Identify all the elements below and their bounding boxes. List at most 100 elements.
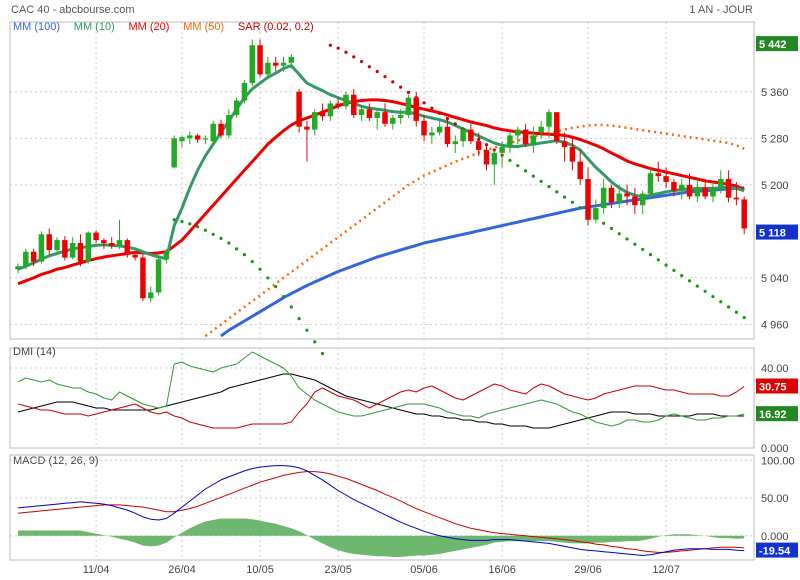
candle-body-up — [405, 97, 412, 116]
candle-body-down — [77, 243, 84, 262]
candle-body-down — [569, 147, 576, 162]
sar-dot — [609, 226, 614, 231]
sar-dot — [406, 90, 411, 94]
macd-value-label-box — [756, 542, 798, 558]
candle-body-up — [429, 132, 435, 136]
candle-body-up — [15, 266, 21, 270]
macd-signal-line — [17, 471, 745, 553]
sar-dot — [235, 247, 239, 251]
candle-body-up — [436, 126, 443, 133]
candle-body-down — [421, 120, 427, 136]
legend-entry: MM (10) — [74, 21, 115, 33]
sar-dot — [274, 285, 278, 289]
macd-y-tick-label: 0.000 — [761, 531, 789, 543]
sar-dot — [516, 164, 520, 168]
sar-dot — [453, 122, 457, 126]
sar-dot — [211, 232, 215, 236]
candle-body-up — [694, 187, 701, 197]
candle-body-up — [460, 129, 466, 142]
dmi-minus-label: 30.75 — [759, 382, 787, 394]
candle-body-up — [241, 83, 248, 101]
sar-dot — [508, 158, 512, 163]
dmi-plus-label-box — [756, 406, 798, 422]
macd-y-tick-label: 50.00 — [761, 493, 789, 505]
candle-body-down — [62, 240, 68, 258]
sar-dot — [266, 276, 270, 280]
candle-body-down — [335, 103, 341, 107]
panel-frame-1 — [9, 347, 755, 449]
sar-dot — [430, 106, 434, 110]
sar-dot — [328, 43, 332, 47]
dmi-plus-line — [17, 351, 745, 427]
dmi-plus-label: 16.92 — [759, 409, 787, 421]
candle-body-up — [155, 259, 162, 293]
candle-body-up — [210, 123, 216, 142]
dmi-minus-label-box — [756, 378, 798, 394]
price-y-tick-label: 5 280 — [761, 133, 789, 145]
sar-dot — [711, 294, 715, 299]
candle-body-up — [54, 240, 60, 251]
candle-body-down — [132, 254, 138, 258]
sar-dot — [281, 294, 286, 299]
x-tick-label: 10/05 — [246, 564, 274, 576]
candle-body-up — [678, 184, 685, 191]
candle-body-down — [702, 187, 708, 197]
dmi-y-tick-label: 0.000 — [761, 443, 789, 455]
candle-body-up — [148, 292, 154, 299]
macd-value-label: -19.54 — [759, 546, 791, 558]
candle-body-up — [452, 141, 459, 145]
x-tick-label: 23/05 — [324, 564, 352, 576]
candle-body-up — [718, 179, 724, 188]
panel-frame-2 — [9, 454, 755, 561]
candle-body-down — [733, 197, 740, 200]
sar-dot — [641, 247, 645, 252]
price-y-tick-label: 4 960 — [761, 319, 789, 331]
sar-dot — [352, 55, 356, 59]
sar-dot — [742, 315, 746, 320]
candle-body-up — [538, 126, 544, 133]
candle-body-down — [413, 97, 419, 121]
panel-frame-0 — [9, 21, 755, 340]
sar-dot — [305, 328, 309, 332]
macd-legend: MACD (12, 26, 9) — [13, 455, 99, 467]
sar-dot — [617, 232, 621, 236]
macd-y-tick-label: 100.00 — [761, 455, 795, 467]
candle-body-down — [475, 141, 482, 150]
sar-dot — [656, 258, 660, 262]
candle-body-down — [686, 184, 693, 197]
x-tick-label: 29/06 — [574, 564, 602, 576]
adx-line — [17, 373, 745, 429]
sar-dot — [625, 237, 629, 241]
candle-body-down — [468, 129, 474, 142]
sar-dot — [383, 75, 387, 79]
sar-dot — [555, 190, 559, 194]
candle-body-up — [163, 251, 170, 260]
dmi-legend: DMI (14) — [13, 346, 56, 358]
sar-dot — [664, 263, 668, 267]
x-tick-label: 16/06 — [488, 564, 516, 576]
candle-body-down — [319, 112, 326, 117]
candle-body-down — [46, 234, 52, 251]
candle-body-up — [374, 112, 380, 118]
candle-body-down — [366, 109, 373, 118]
sar-dot — [258, 267, 262, 271]
candle-body-down — [194, 135, 201, 140]
sar-dot — [422, 101, 426, 105]
sar-dot — [531, 174, 535, 178]
sar-dot — [359, 59, 364, 64]
candle-body-down — [483, 149, 490, 165]
candle-body-down — [101, 240, 107, 244]
candle-body-down — [124, 240, 131, 255]
sar-dot — [367, 65, 371, 69]
sar-dot — [578, 205, 582, 210]
candle-body-up — [171, 138, 177, 168]
sar-dot — [219, 236, 223, 240]
candle-body-up — [327, 103, 334, 117]
candle-body-up — [343, 94, 349, 107]
candle-body-down — [561, 141, 568, 148]
chart-period: 1 AN - JOUR — [689, 4, 753, 16]
sar-dot — [180, 219, 184, 224]
candle-body-down — [382, 112, 388, 124]
